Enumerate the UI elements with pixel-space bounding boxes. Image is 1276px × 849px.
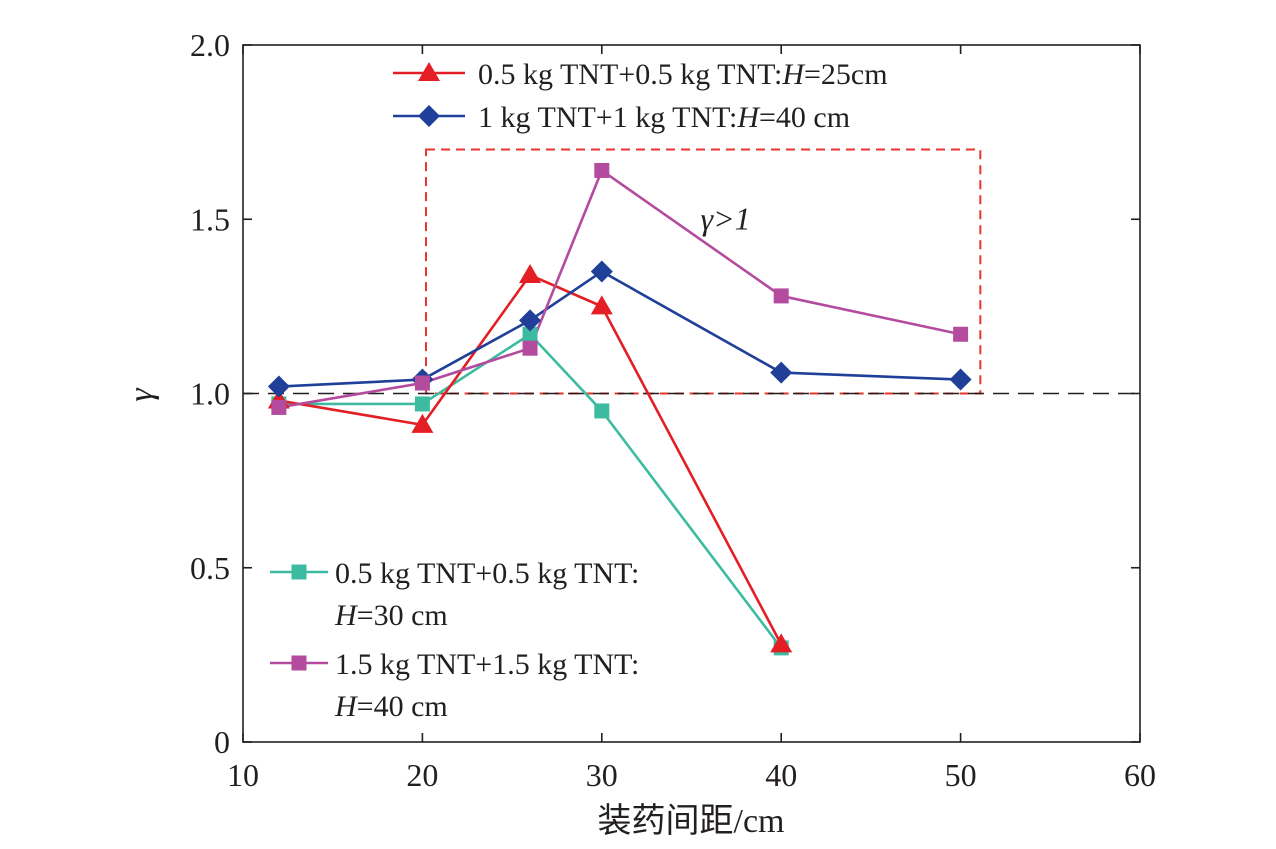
data-point: [949, 368, 972, 391]
x-tick-label: 10: [227, 757, 259, 793]
data-point: [519, 264, 542, 284]
y-axis-label: γ: [123, 387, 160, 402]
y-tick-label: 0: [214, 724, 230, 760]
data-point: [590, 260, 613, 283]
data-point: [411, 413, 434, 433]
highlight-box: [424, 148, 982, 395]
x-tick-label: 20: [406, 757, 438, 793]
legend-label: H=30 cm: [334, 599, 448, 632]
x-tick-label: 50: [945, 757, 977, 793]
data-point: [770, 361, 793, 384]
data-point: [770, 633, 793, 653]
data-point: [594, 403, 610, 419]
data-point: [271, 399, 287, 415]
legend-label: 0.5 kg TNT+0.5 kg TNT:H=25cm: [478, 58, 888, 91]
y-tick-label: 2.0: [190, 27, 230, 63]
legend-marker: [291, 564, 307, 580]
legend-label: H=40 cm: [334, 690, 448, 723]
data-point: [522, 326, 538, 342]
legend-marker: [291, 655, 307, 671]
y-tick-label: 1.0: [190, 376, 230, 412]
legend-marker: [418, 62, 440, 81]
y-tick-label: 0.5: [190, 550, 230, 586]
legend-label: 1.5 kg TNT+1.5 kg TNT:: [335, 648, 639, 681]
data-point: [953, 326, 969, 342]
x-tick-label: 30: [586, 757, 618, 793]
data-point: [414, 375, 430, 391]
y-tick-label: 1.5: [190, 201, 230, 237]
series-line: [278, 169, 961, 409]
annotation-text: γ>1: [700, 200, 750, 236]
x-tick-label: 60: [1124, 757, 1156, 793]
data-point: [519, 309, 542, 332]
data-point: [414, 396, 430, 412]
x-tick-label: 40: [765, 757, 797, 793]
series-line: [278, 270, 961, 388]
data-point: [590, 295, 613, 315]
data-point: [267, 375, 290, 398]
legend-marker: [418, 105, 440, 127]
data-point: [773, 288, 789, 304]
data-point: [594, 162, 610, 178]
legend-label: 0.5 kg TNT+0.5 kg TNT:: [335, 557, 639, 590]
data-point: [522, 340, 538, 356]
x-axis-label: 装药间距/cm: [598, 802, 785, 840]
legend-label: 1 kg TNT+1 kg TNT:H=40 cm: [478, 101, 850, 134]
